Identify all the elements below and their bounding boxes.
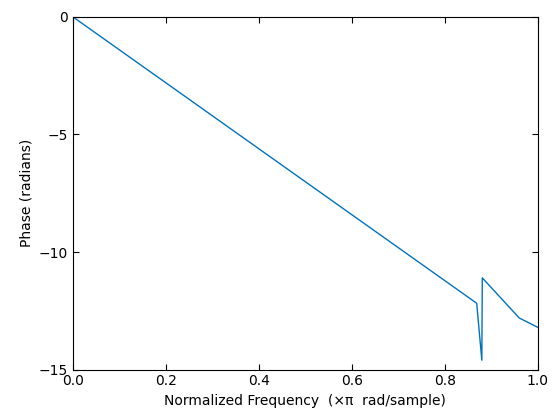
X-axis label: Normalized Frequency  (×π  rad/sample): Normalized Frequency (×π rad/sample) [164,394,446,408]
Y-axis label: Phase (radians): Phase (radians) [19,139,33,247]
